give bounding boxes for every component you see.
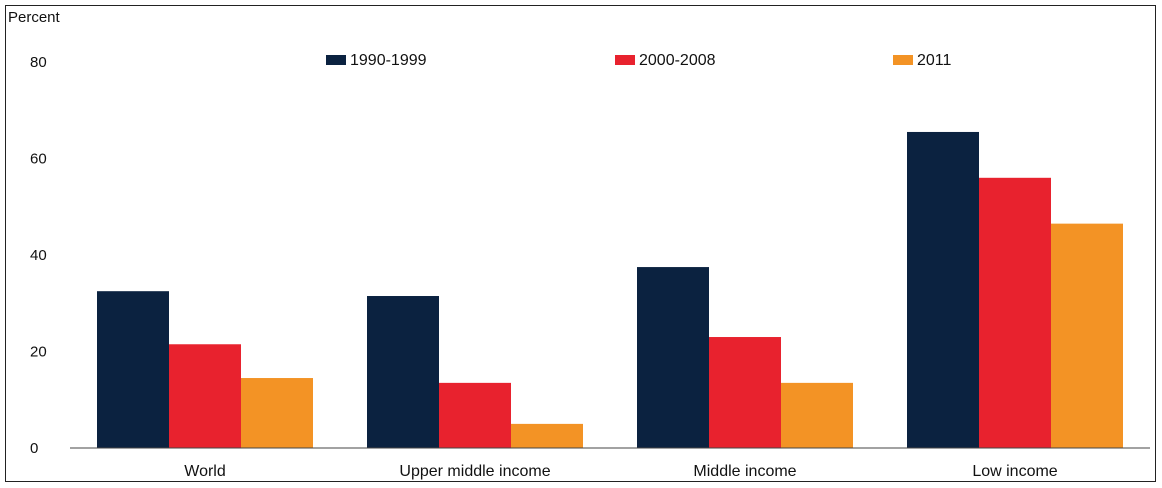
bar-2000-2008-middle-income [709, 337, 781, 448]
y-tick-label: 0 [30, 440, 38, 457]
category-label: Low income [972, 463, 1057, 480]
bar-2000-2008-world [169, 344, 241, 448]
bar-1990-1999-low-income [907, 131, 979, 448]
y-tick-label: 80 [30, 54, 47, 71]
category-label: Upper middle income [399, 463, 550, 480]
legend-swatch [326, 55, 346, 65]
bar-1990-1999-upper-middle-income [367, 296, 439, 448]
bar-2000-2008-upper-middle-income [439, 382, 511, 448]
category-labels: World Upper middle income Middle income Low… [184, 463, 1058, 480]
bar-2011-upper-middle-income [511, 423, 583, 448]
legend: 1990-1999 2000-2008 2011 [326, 52, 952, 69]
category-label: World [184, 463, 226, 480]
legend-label: 1990-1999 [350, 52, 427, 69]
bars [97, 131, 1123, 449]
y-axis-label: Percent [8, 9, 61, 26]
bar-1990-1999-world [97, 291, 169, 448]
legend-label: 2011 [917, 52, 952, 69]
bar-1990-1999-middle-income [637, 267, 709, 448]
legend-swatch [893, 55, 913, 65]
y-tick-label: 20 [30, 344, 47, 361]
y-axis-ticks: 0 20 40 60 80 [30, 54, 47, 457]
legend-label: 2000-2008 [639, 52, 716, 69]
bar-2011-low-income [1051, 223, 1123, 448]
category-label: Middle income [693, 463, 796, 480]
y-tick-label: 60 [30, 151, 47, 168]
bar-2011-middle-income [781, 382, 853, 448]
legend-swatch [615, 55, 635, 65]
bar-2000-2008-low-income [979, 177, 1051, 449]
y-tick-label: 40 [30, 247, 47, 264]
bar-2011-world [241, 378, 313, 448]
